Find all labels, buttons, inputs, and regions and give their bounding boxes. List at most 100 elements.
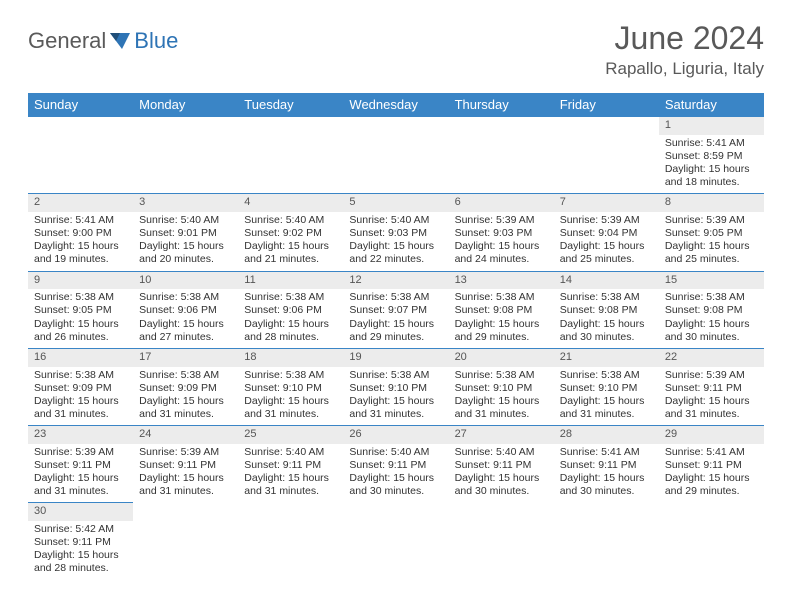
daylight-line: Daylight: 15 hours and 31 minutes. (665, 395, 758, 421)
daylight-line: Daylight: 15 hours and 24 minutes. (455, 240, 548, 266)
daylight-line: Daylight: 15 hours and 19 minutes. (34, 240, 127, 266)
data-row: Sunrise: 5:38 AMSunset: 9:05 PMDaylight:… (28, 289, 764, 348)
sunrise-line: Sunrise: 5:39 AM (665, 214, 758, 227)
sunrise-line: Sunrise: 5:41 AM (34, 214, 127, 227)
day-number: 1 (659, 117, 764, 135)
daylight-line: Daylight: 15 hours and 28 minutes. (34, 549, 127, 575)
daylight-line: Daylight: 15 hours and 21 minutes. (244, 240, 337, 266)
weekday-header: Thursday (449, 93, 554, 117)
daynum-row: 9101112131415 (28, 271, 764, 289)
day-number: 25 (238, 426, 343, 444)
sunset-line: Sunset: 9:10 PM (349, 382, 442, 395)
daylight-line: Daylight: 15 hours and 30 minutes. (560, 472, 653, 498)
day-cell (133, 521, 238, 580)
flag-icon (108, 31, 132, 51)
daylight-line: Daylight: 15 hours and 31 minutes. (560, 395, 653, 421)
daylight-line: Daylight: 15 hours and 22 minutes. (349, 240, 442, 266)
daylight-line: Daylight: 15 hours and 30 minutes. (349, 472, 442, 498)
day-number: 16 (28, 348, 133, 366)
weekday-header: Friday (554, 93, 659, 117)
day-cell: Sunrise: 5:41 AMSunset: 9:11 PMDaylight:… (659, 444, 764, 503)
sunrise-line: Sunrise: 5:38 AM (34, 291, 127, 304)
sunrise-line: Sunrise: 5:41 AM (665, 137, 758, 150)
sunrise-line: Sunrise: 5:40 AM (139, 214, 232, 227)
day-cell: Sunrise: 5:40 AMSunset: 9:11 PMDaylight:… (238, 444, 343, 503)
sunrise-line: Sunrise: 5:38 AM (455, 291, 548, 304)
sunset-line: Sunset: 9:10 PM (560, 382, 653, 395)
day-cell: Sunrise: 5:41 AMSunset: 9:00 PMDaylight:… (28, 212, 133, 271)
sunrise-line: Sunrise: 5:38 AM (139, 369, 232, 382)
daylight-line: Daylight: 15 hours and 18 minutes. (665, 163, 758, 189)
day-cell (28, 135, 133, 194)
weekday-header: Monday (133, 93, 238, 117)
day-number: 23 (28, 426, 133, 444)
day-number: 27 (449, 426, 554, 444)
sunset-line: Sunset: 9:05 PM (34, 304, 127, 317)
day-cell (449, 521, 554, 580)
day-cell (659, 521, 764, 580)
weekday-header-row: Sunday Monday Tuesday Wednesday Thursday… (28, 93, 764, 117)
day-cell: Sunrise: 5:38 AMSunset: 9:10 PMDaylight:… (449, 367, 554, 426)
day-number (659, 503, 764, 521)
day-number (554, 117, 659, 135)
day-cell (554, 135, 659, 194)
sunset-line: Sunset: 9:08 PM (455, 304, 548, 317)
sunset-line: Sunset: 9:01 PM (139, 227, 232, 240)
sunrise-line: Sunrise: 5:38 AM (244, 291, 337, 304)
sunset-line: Sunset: 9:11 PM (349, 459, 442, 472)
day-number (133, 117, 238, 135)
daylight-line: Daylight: 15 hours and 30 minutes. (560, 318, 653, 344)
day-cell: Sunrise: 5:39 AMSunset: 9:04 PMDaylight:… (554, 212, 659, 271)
day-cell: Sunrise: 5:40 AMSunset: 9:11 PMDaylight:… (343, 444, 448, 503)
day-cell: Sunrise: 5:39 AMSunset: 9:11 PMDaylight:… (659, 367, 764, 426)
daylight-line: Daylight: 15 hours and 30 minutes. (455, 472, 548, 498)
sunrise-line: Sunrise: 5:39 AM (34, 446, 127, 459)
daylight-line: Daylight: 15 hours and 31 minutes. (139, 395, 232, 421)
daylight-line: Daylight: 15 hours and 25 minutes. (665, 240, 758, 266)
day-number: 2 (28, 194, 133, 212)
sunrise-line: Sunrise: 5:38 AM (560, 369, 653, 382)
day-number (238, 503, 343, 521)
weekday-header: Tuesday (238, 93, 343, 117)
day-number: 29 (659, 426, 764, 444)
daylight-line: Daylight: 15 hours and 31 minutes. (244, 395, 337, 421)
header: General Blue June 2024 Rapallo, Liguria,… (28, 20, 764, 79)
weekday-header: Wednesday (343, 93, 448, 117)
sunset-line: Sunset: 9:11 PM (665, 382, 758, 395)
day-cell: Sunrise: 5:41 AMSunset: 8:59 PMDaylight:… (659, 135, 764, 194)
sunrise-line: Sunrise: 5:39 AM (665, 369, 758, 382)
day-cell: Sunrise: 5:40 AMSunset: 9:01 PMDaylight:… (133, 212, 238, 271)
sunset-line: Sunset: 9:05 PM (665, 227, 758, 240)
sunset-line: Sunset: 9:03 PM (455, 227, 548, 240)
day-number: 17 (133, 348, 238, 366)
day-number (449, 117, 554, 135)
day-cell: Sunrise: 5:38 AMSunset: 9:06 PMDaylight:… (133, 289, 238, 348)
day-number: 15 (659, 271, 764, 289)
day-number: 26 (343, 426, 448, 444)
sunset-line: Sunset: 9:11 PM (244, 459, 337, 472)
sunset-line: Sunset: 9:10 PM (455, 382, 548, 395)
sunrise-line: Sunrise: 5:38 AM (349, 291, 442, 304)
daynum-row: 23242526272829 (28, 426, 764, 444)
day-number (238, 117, 343, 135)
daylight-line: Daylight: 15 hours and 31 minutes. (34, 395, 127, 421)
day-number: 8 (659, 194, 764, 212)
day-cell: Sunrise: 5:38 AMSunset: 9:09 PMDaylight:… (133, 367, 238, 426)
sunset-line: Sunset: 9:04 PM (560, 227, 653, 240)
sunset-line: Sunset: 9:02 PM (244, 227, 337, 240)
daylight-line: Daylight: 15 hours and 20 minutes. (139, 240, 232, 266)
sunrise-line: Sunrise: 5:40 AM (349, 446, 442, 459)
day-number: 9 (28, 271, 133, 289)
sunset-line: Sunset: 9:06 PM (139, 304, 232, 317)
title-block: June 2024 Rapallo, Liguria, Italy (605, 20, 764, 79)
sunrise-line: Sunrise: 5:40 AM (244, 214, 337, 227)
sunset-line: Sunset: 8:59 PM (665, 150, 758, 163)
sunset-line: Sunset: 9:11 PM (34, 536, 127, 549)
weekday-header: Saturday (659, 93, 764, 117)
day-cell: Sunrise: 5:38 AMSunset: 9:10 PMDaylight:… (554, 367, 659, 426)
day-number (554, 503, 659, 521)
sunset-line: Sunset: 9:09 PM (34, 382, 127, 395)
calendar-table: Sunday Monday Tuesday Wednesday Thursday… (28, 93, 764, 580)
daylight-line: Daylight: 15 hours and 29 minutes. (665, 472, 758, 498)
day-number (343, 117, 448, 135)
